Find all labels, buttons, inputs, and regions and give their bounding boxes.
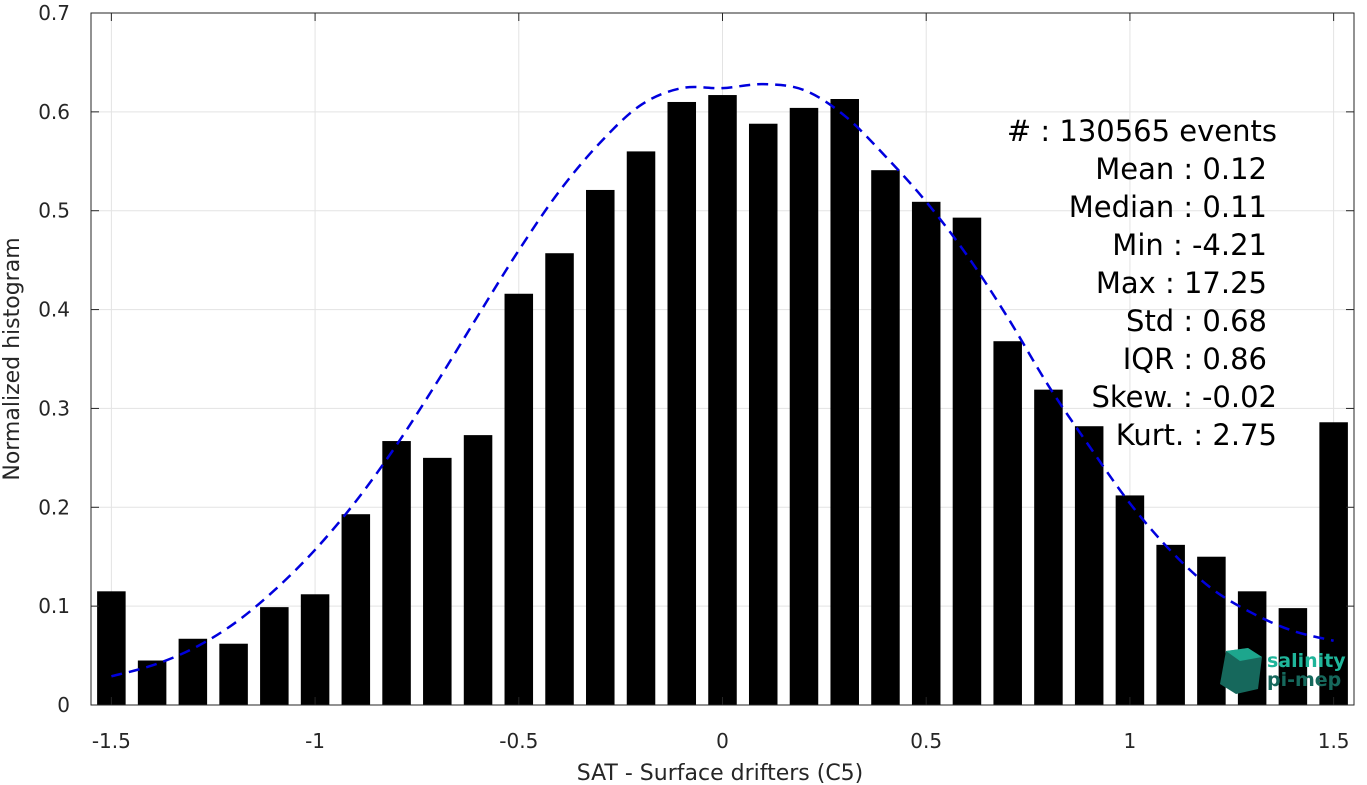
histogram-bar — [586, 189, 615, 705]
histogram-bar — [545, 253, 574, 706]
stat-std: Std : 0.68 — [1126, 304, 1267, 338]
y-tick-label: 0.1 — [38, 594, 70, 618]
histogram-bar — [300, 594, 330, 705]
y-axis-label: Normalized histogram — [0, 237, 25, 480]
histogram-bar — [341, 514, 371, 705]
logo-cube-face-icon — [1226, 648, 1262, 661]
stat-median: Median : 0.11 — [1069, 190, 1267, 224]
histogram-bar — [626, 151, 656, 705]
histogram-bar — [137, 660, 167, 705]
histogram-bar — [504, 293, 534, 705]
histogram-bar — [1319, 422, 1348, 705]
histogram-bar — [382, 441, 411, 705]
histogram-bar — [1034, 389, 1063, 705]
histogram-bar — [1115, 495, 1145, 705]
histogram-bar — [708, 95, 737, 705]
salinity-pi-mep-logo: salinity pi-mep — [1220, 648, 1346, 694]
histogram-bar — [97, 591, 126, 705]
histogram-bar — [993, 341, 1022, 705]
x-tick-label: 0.5 — [910, 729, 942, 753]
stat-min: Min : -4.21 — [1112, 228, 1267, 262]
histogram-bar — [219, 643, 248, 705]
y-tick-labels: 0 0.1 0.2 0.3 0.4 0.5 0.6 0.7 — [38, 1, 70, 717]
x-tick-label: 1 — [1124, 729, 1137, 753]
logo-cube-icon — [1220, 648, 1262, 694]
histogram-bar — [748, 123, 778, 706]
bars — [97, 95, 1348, 706]
y-tick-label: 0.6 — [38, 100, 70, 124]
histogram-bar — [178, 638, 208, 705]
histogram-bar — [952, 217, 982, 706]
x-tick-label: -1.5 — [92, 729, 131, 753]
histogram-bar — [260, 607, 289, 705]
y-tick-label: 0.4 — [38, 298, 70, 322]
y-tick-label: 0.3 — [38, 396, 70, 420]
y-tick-label: 0.5 — [38, 199, 70, 223]
stat-count: # : 130565 events — [1007, 114, 1277, 148]
logo-text-line1: salinity — [1267, 650, 1346, 672]
x-tick-label: 0 — [716, 729, 729, 753]
stat-skew: Skew. : -0.02 — [1091, 380, 1277, 414]
x-tick-label: -1 — [305, 729, 325, 753]
histogram-bar — [1156, 544, 1185, 705]
logo-text-line2: pi-mep — [1267, 669, 1341, 691]
x-tick-labels: -1.5 -1 -0.5 0 0.5 1 1.5 — [92, 729, 1350, 753]
histogram-bar — [1278, 608, 1308, 705]
histogram-bar — [1074, 426, 1104, 705]
stat-iqr: IQR : 0.86 — [1123, 342, 1267, 376]
y-tick-label: 0.2 — [38, 495, 70, 519]
x-tick-label: 1.5 — [1318, 729, 1350, 753]
axis-ticks — [91, 12, 1354, 706]
histogram-bar — [463, 435, 493, 705]
x-axis-label: SAT - Surface drifters (C5) — [577, 761, 864, 785]
y-tick-label: 0 — [57, 693, 70, 717]
fit-curve — [111, 82, 1334, 678]
stat-max: Max : 17.25 — [1096, 266, 1267, 300]
histogram-bar — [911, 201, 941, 705]
x-tick-label: -0.5 — [499, 729, 538, 753]
y-tick-label: 0.7 — [38, 1, 70, 25]
histogram-bar — [423, 457, 452, 705]
stat-mean: Mean : 0.12 — [1095, 152, 1267, 186]
histogram-bar — [667, 101, 697, 705]
stats-annotations: # : 130565 events Mean : 0.12 Median : 0… — [1007, 114, 1277, 452]
fit-curve-layer — [111, 82, 1334, 678]
histogram-bar — [789, 107, 819, 706]
histogram-bar — [830, 99, 859, 705]
stat-kurt: Kurt. : 2.75 — [1116, 418, 1277, 452]
histogram-bar — [871, 170, 900, 705]
